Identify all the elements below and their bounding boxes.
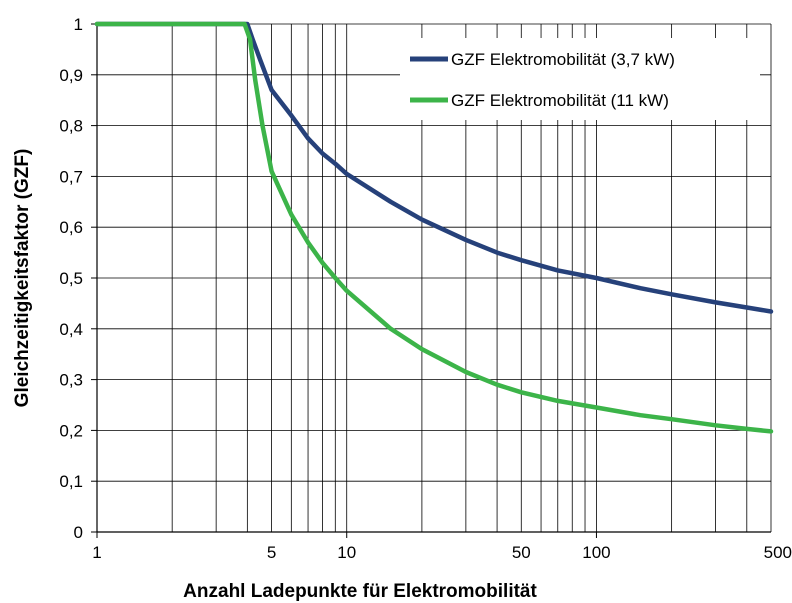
y-tick-label: 0,8 [59, 117, 83, 136]
x-tick-label: 50 [512, 543, 531, 562]
x-tick-label: 500 [764, 543, 792, 562]
y-axis-title: Gleichzeitigkeitsfaktor (GZF) [12, 149, 33, 408]
y-tick-label: 0,1 [59, 472, 83, 491]
legend-label-3-7kw: GZF Elektromobilität (3,7 kW) [451, 50, 675, 69]
y-tick-label: 0,3 [59, 371, 83, 390]
series-line-0 [94, 21, 774, 314]
legend-background [400, 38, 760, 120]
series-layer [94, 21, 774, 434]
y-tick-label: 0,9 [59, 66, 83, 85]
y-tick-label: 0,4 [59, 320, 83, 339]
x-tick-label: 10 [337, 543, 356, 562]
x-axis-title: Anzahl Ladepunkte für Elektromobilität [183, 581, 537, 602]
x-tick-label: 1 [92, 543, 101, 562]
legend: GZF Elektromobilität (3,7 kW) GZF Elektr… [400, 38, 760, 120]
legend-label-11kw: GZF Elektromobilität (11 kW) [451, 91, 669, 110]
y-tick-label: 1 [74, 15, 83, 34]
y-tick-label: 0,5 [59, 269, 83, 288]
tick-label-layer: 0 0,1 0,2 0,3 0,4 0,5 0,6 0,7 0,8 0,9 1 1 5 10 50 100 50… [59, 15, 792, 562]
y-tick-label: 0,7 [59, 167, 83, 186]
x-tick-label: 5 [267, 543, 276, 562]
x-tick-label: 100 [582, 543, 610, 562]
y-tick-label: 0,2 [59, 421, 83, 440]
series-line-1 [94, 21, 774, 434]
y-tick-label: 0,6 [59, 218, 83, 237]
y-tick-label: 0 [74, 523, 83, 542]
